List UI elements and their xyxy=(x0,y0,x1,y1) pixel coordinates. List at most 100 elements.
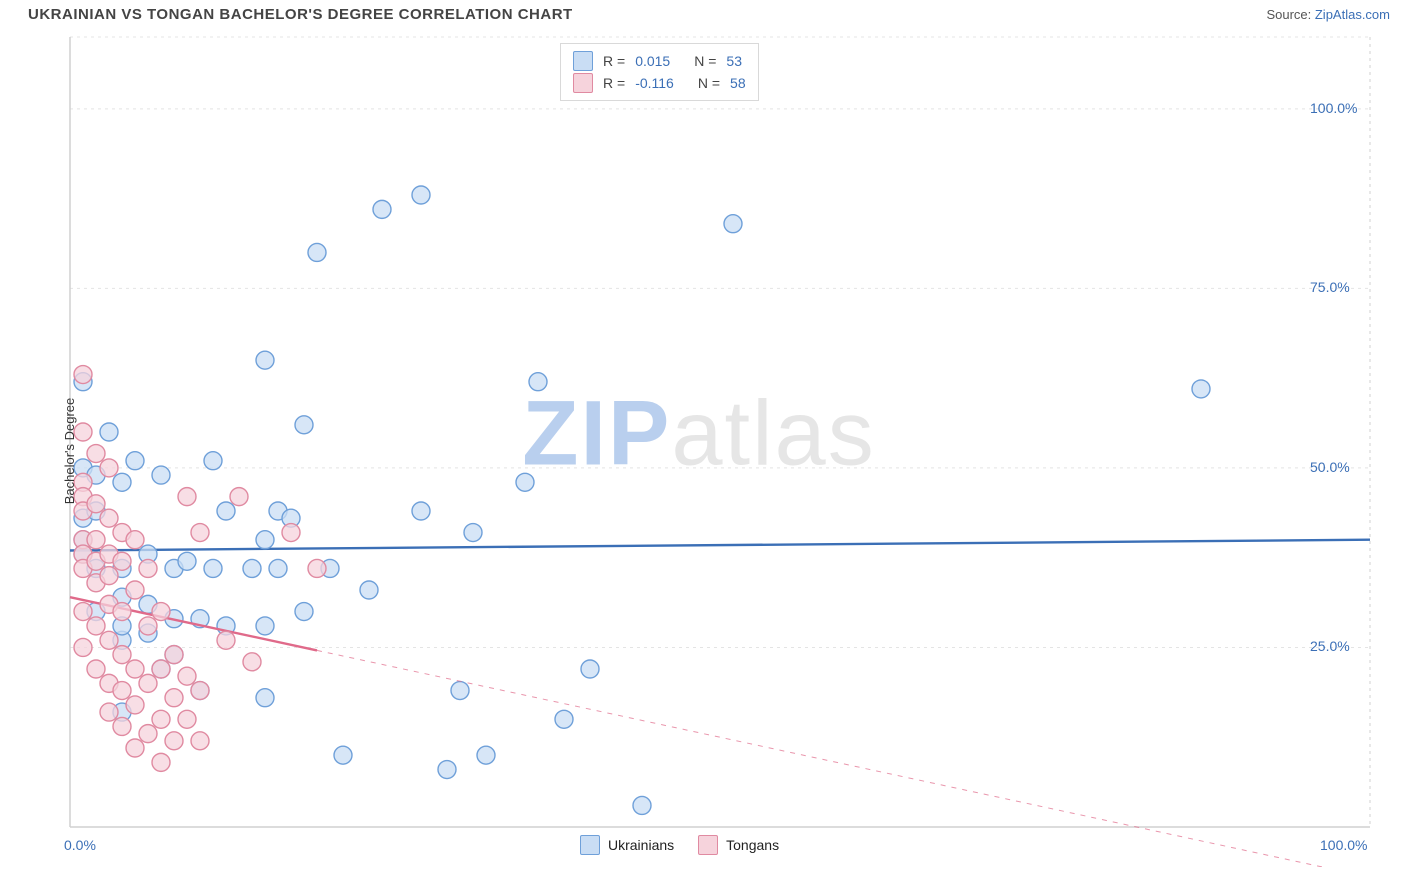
point-tongans xyxy=(126,660,144,678)
point-tongans xyxy=(217,631,235,649)
point-tongans xyxy=(113,646,131,664)
point-tongans xyxy=(165,732,183,750)
point-ukrainians xyxy=(1192,380,1210,398)
point-tongans xyxy=(139,617,157,635)
point-ukrainians xyxy=(438,761,456,779)
legend-n-label: N = xyxy=(694,50,716,72)
point-tongans xyxy=(74,638,92,656)
legend-label: Tongans xyxy=(726,837,779,853)
chart: Bachelor's Degree ZIPatlas R =0.015N =53… xyxy=(10,27,1388,875)
legend-n-label: N = xyxy=(698,72,720,94)
point-tongans xyxy=(178,667,196,685)
swatch-tongans xyxy=(573,73,593,93)
point-tongans xyxy=(152,753,170,771)
chart-title: UKRAINIAN VS TONGAN BACHELOR'S DEGREE CO… xyxy=(28,6,573,23)
point-tongans xyxy=(100,509,118,527)
point-tongans xyxy=(100,459,118,477)
legend-correlation: R = 0.015 N = 53 R = -0.116 N = 58 xyxy=(560,43,759,101)
axis-tick-label: 75.0% xyxy=(1310,279,1350,295)
legend-r-label: R = xyxy=(603,72,625,94)
point-tongans xyxy=(100,703,118,721)
point-tongans xyxy=(243,653,261,671)
point-ukrainians xyxy=(100,423,118,441)
axis-tick-label: 0.0% xyxy=(64,837,96,853)
legend-series: Ukrainians Tongans xyxy=(580,835,779,855)
y-axis-label: Bachelor's Degree xyxy=(62,398,77,505)
axis-tick-label: 100.0% xyxy=(1320,837,1367,853)
point-ukrainians xyxy=(477,746,495,764)
legend-r-value: -0.116 xyxy=(635,72,674,94)
legend-n-value: 58 xyxy=(730,72,746,94)
point-tongans xyxy=(191,732,209,750)
point-ukrainians xyxy=(295,603,313,621)
point-tongans xyxy=(113,682,131,700)
legend-item-tongans: Tongans xyxy=(698,835,779,855)
source-prefix: Source: xyxy=(1266,7,1314,22)
point-tongans xyxy=(152,660,170,678)
point-tongans xyxy=(74,366,92,384)
point-ukrainians xyxy=(126,452,144,470)
legend-r-label: R = xyxy=(603,50,625,72)
point-ukrainians xyxy=(633,796,651,814)
point-tongans xyxy=(178,488,196,506)
point-tongans xyxy=(165,689,183,707)
point-ukrainians xyxy=(451,682,469,700)
legend-row-tongans: R = -0.116 N = 58 xyxy=(573,72,746,94)
point-tongans xyxy=(308,559,326,577)
point-ukrainians xyxy=(178,552,196,570)
trend-line-tongans-extrapolated xyxy=(317,650,1370,867)
plot-svg xyxy=(10,27,1388,867)
legend-n-value: 53 xyxy=(726,50,742,72)
source-link[interactable]: ZipAtlas.com xyxy=(1315,7,1390,22)
point-ukrainians xyxy=(256,531,274,549)
point-ukrainians xyxy=(256,617,274,635)
point-tongans xyxy=(87,617,105,635)
point-tongans xyxy=(126,581,144,599)
point-tongans xyxy=(100,631,118,649)
point-tongans xyxy=(139,674,157,692)
point-tongans xyxy=(113,717,131,735)
point-tongans xyxy=(282,524,300,542)
point-ukrainians xyxy=(152,466,170,484)
point-tongans xyxy=(113,552,131,570)
point-ukrainians xyxy=(256,351,274,369)
point-tongans xyxy=(191,682,209,700)
point-ukrainians xyxy=(516,473,534,491)
point-ukrainians xyxy=(555,710,573,728)
point-tongans xyxy=(126,696,144,714)
point-ukrainians xyxy=(360,581,378,599)
header: UKRAINIAN VS TONGAN BACHELOR'S DEGREE CO… xyxy=(10,6,1396,27)
point-ukrainians xyxy=(243,559,261,577)
point-tongans xyxy=(191,524,209,542)
point-ukrainians xyxy=(217,502,235,520)
point-tongans xyxy=(126,531,144,549)
point-ukrainians xyxy=(204,452,222,470)
point-tongans xyxy=(139,559,157,577)
point-tongans xyxy=(113,603,131,621)
point-ukrainians xyxy=(373,200,391,218)
axis-tick-label: 50.0% xyxy=(1310,459,1350,475)
point-ukrainians xyxy=(581,660,599,678)
point-ukrainians xyxy=(529,373,547,391)
point-ukrainians xyxy=(269,559,287,577)
point-tongans xyxy=(100,567,118,585)
point-tongans xyxy=(152,710,170,728)
point-tongans xyxy=(74,603,92,621)
point-tongans xyxy=(139,725,157,743)
swatch-ukrainians xyxy=(573,51,593,71)
point-ukrainians xyxy=(412,186,430,204)
point-ukrainians xyxy=(334,746,352,764)
point-tongans xyxy=(87,495,105,513)
point-tongans xyxy=(87,445,105,463)
point-tongans xyxy=(152,603,170,621)
point-tongans xyxy=(230,488,248,506)
swatch-ukrainians xyxy=(580,835,600,855)
point-ukrainians xyxy=(464,524,482,542)
legend-r-value: 0.015 xyxy=(635,50,670,72)
legend-item-ukrainians: Ukrainians xyxy=(580,835,674,855)
point-tongans xyxy=(165,646,183,664)
point-ukrainians xyxy=(256,689,274,707)
legend-label: Ukrainians xyxy=(608,837,674,853)
axis-tick-label: 25.0% xyxy=(1310,638,1350,654)
point-tongans xyxy=(126,739,144,757)
